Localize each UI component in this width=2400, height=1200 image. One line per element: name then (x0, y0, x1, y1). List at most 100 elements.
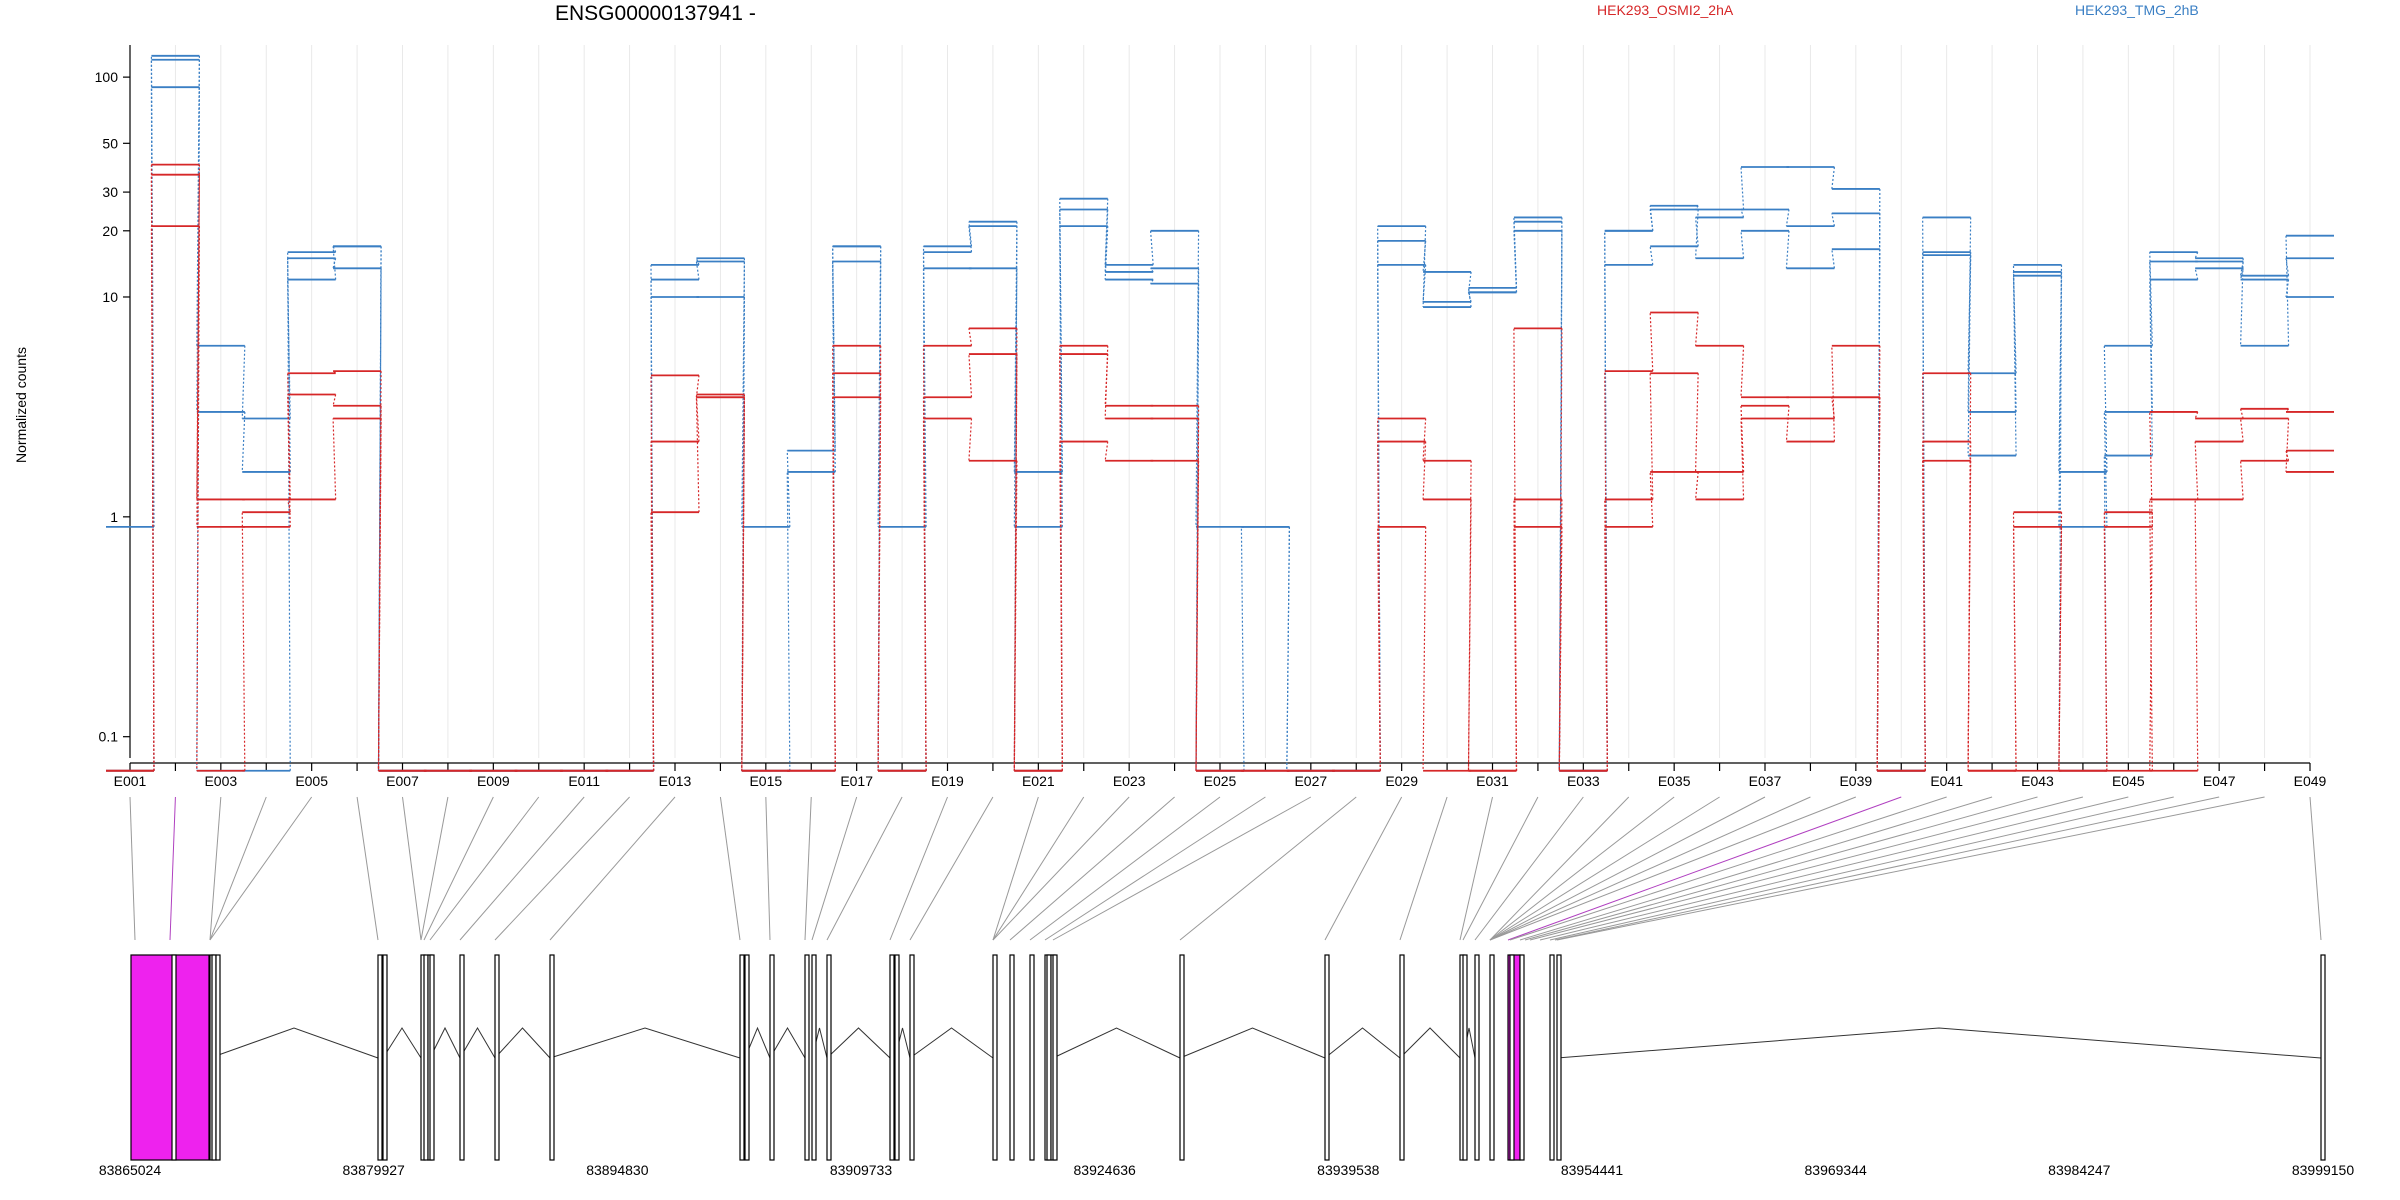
x-tick-label: E041 (1930, 773, 1963, 789)
intron (1179, 1027, 1326, 1059)
exon (894, 954, 900, 1161)
series-connector (332, 418, 337, 500)
x-tick-label: E021 (1022, 773, 1055, 789)
coordinate-label: 83954441 (1561, 1162, 1624, 1178)
exon-connector (169, 796, 176, 941)
series-connector (287, 373, 291, 500)
x-tick-label: E011 (568, 773, 600, 789)
series-connector (2239, 460, 2244, 500)
exon (1029, 954, 1035, 1161)
exon-connector (1556, 796, 2265, 941)
series-connector (650, 512, 655, 771)
series-connector (786, 450, 791, 527)
series-connector (2194, 441, 2199, 500)
y-tick-label: 10 (102, 289, 118, 305)
x-tick-label: E017 (840, 773, 873, 789)
intron (1556, 1027, 2322, 1059)
exon-connectors (129, 796, 2322, 941)
exon (1399, 954, 1405, 1161)
series-connector (1467, 292, 1472, 303)
series-connector (1922, 460, 1926, 771)
x-tick-label: E045 (2112, 773, 2145, 789)
series-connector (1558, 499, 1563, 771)
series-connector (332, 370, 337, 374)
series-connector (2012, 526, 2017, 771)
exon (1179, 954, 1185, 1161)
exon (1509, 954, 1515, 1161)
exon-connector (1529, 796, 2084, 941)
exon (1009, 954, 1015, 1161)
series-connector (2239, 418, 2244, 442)
exon (459, 954, 465, 1161)
series-connector (2285, 418, 2290, 472)
intron (909, 1027, 994, 1059)
series-connector (196, 59, 201, 412)
exon-connector (811, 796, 858, 941)
exon (215, 954, 221, 1161)
series-connector (1059, 441, 1063, 771)
series-connector (1649, 312, 1654, 372)
exon-connector (1009, 796, 1175, 941)
coordinate-label: 83879927 (343, 1162, 406, 1178)
series-connector (1785, 209, 1790, 227)
exon-connector (494, 796, 630, 941)
series-connector (1785, 230, 1790, 269)
x-tick-label: E027 (1294, 773, 1327, 789)
exon (494, 954, 500, 1161)
series-connector (1694, 217, 1699, 247)
exon-connector (1489, 796, 1766, 941)
exon-connector (420, 796, 449, 941)
exon (744, 954, 750, 1161)
series-connector (1740, 209, 1745, 218)
series-connector (2239, 268, 2244, 280)
coordinate-label: 83924636 (1074, 1162, 1137, 1178)
chart-title: ENSG00000137941 - (555, 2, 756, 25)
exon (811, 954, 817, 1161)
exon (1474, 954, 1480, 1161)
exon (889, 954, 895, 1161)
series-connector (877, 246, 882, 771)
series-connector (2285, 279, 2290, 298)
series-connector (2285, 235, 2290, 346)
y-tick-label: 50 (102, 135, 118, 151)
series-connector (1513, 499, 1518, 771)
series-connector (1013, 268, 1018, 527)
intron (826, 1027, 891, 1059)
series-connector (1740, 166, 1745, 210)
intron (1052, 1027, 1181, 1059)
series-connector (2058, 512, 2063, 771)
exon-connector (1539, 796, 2129, 941)
series-connector (2240, 408, 2244, 419)
series-connector (1422, 526, 1427, 771)
series-connector (150, 164, 155, 771)
exon-connector (549, 796, 676, 941)
exon (1462, 954, 1468, 1161)
x-tick-label: E023 (1113, 773, 1146, 789)
exon-connector (1507, 796, 1902, 941)
exon-connector (1474, 796, 1584, 941)
exon-connector (209, 796, 313, 941)
exon-connector (209, 796, 222, 941)
series-connector (1695, 205, 1699, 210)
series-connector (2058, 526, 2063, 771)
series-connector (1967, 255, 1972, 456)
series-connector (2058, 271, 2063, 527)
y-tick-label: 30 (102, 184, 118, 200)
series-connector (1649, 209, 1654, 231)
series-connector (968, 226, 973, 253)
series-connector (1422, 441, 1427, 500)
x-tick-label: E029 (1385, 773, 1418, 789)
exon-connector (1399, 796, 1448, 941)
exon (1324, 954, 1330, 1161)
exon (1519, 954, 1525, 1161)
x-tick-label: E043 (2021, 773, 2054, 789)
exon-connector (459, 796, 585, 941)
series-connector (2149, 411, 2153, 527)
series-connector (2149, 512, 2153, 771)
y-axis-label: Normalized counts (13, 347, 29, 463)
series-connector (1195, 230, 1200, 527)
exon-connector (889, 796, 948, 941)
series-connector (1694, 471, 1699, 500)
exon (1052, 954, 1058, 1161)
x-tick-label: E037 (1749, 773, 1782, 789)
